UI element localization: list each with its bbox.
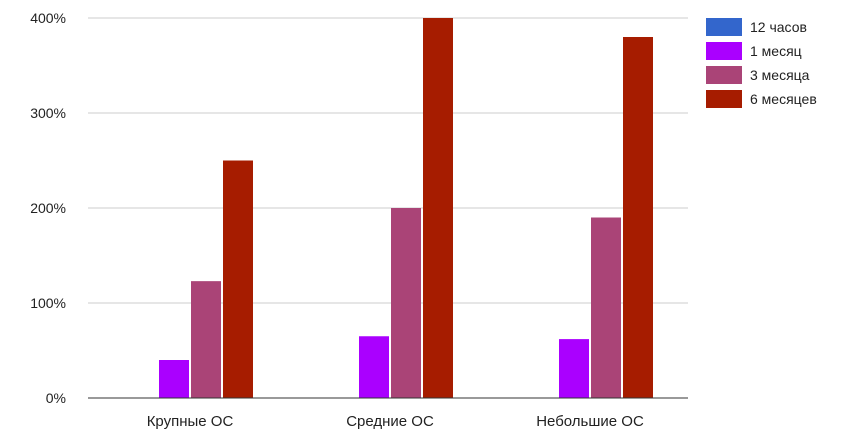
y-tick-label: 300% — [30, 105, 66, 121]
grid-lines — [88, 17, 688, 304]
legend-label: 3 месяца — [750, 67, 810, 83]
y-tick-label: 100% — [30, 295, 66, 311]
legend-label: 6 месяцев — [750, 91, 817, 107]
x-tick-label: Небольшие ОС — [536, 413, 644, 430]
legend-label: 12 часов — [750, 19, 807, 35]
bar — [191, 281, 221, 398]
x-tick-label: Крупные ОС — [147, 413, 234, 430]
x-axis-tick-labels: Крупные ОС Средние ОС Небольшие ОС — [147, 413, 644, 430]
y-axis-tick-labels: 0% 100% 200% 300% 400% — [30, 10, 66, 406]
legend-label: 1 месяц — [750, 43, 802, 59]
bar — [391, 208, 421, 398]
legend: 12 часов 1 месяц 3 месяца 6 месяцев — [706, 18, 817, 108]
legend-swatch — [706, 90, 742, 108]
bar — [359, 336, 389, 398]
y-tick-label: 400% — [30, 10, 66, 26]
bar — [159, 360, 189, 398]
bar — [559, 339, 589, 398]
legend-swatch — [706, 42, 742, 60]
x-tick-label: Средние ОС — [346, 413, 434, 430]
bar — [223, 160, 253, 398]
bars — [159, 18, 653, 398]
bar — [591, 217, 621, 398]
legend-swatch — [706, 18, 742, 36]
bar — [623, 37, 653, 398]
y-tick-label: 200% — [30, 200, 66, 216]
bar — [423, 18, 453, 398]
legend-swatch — [706, 66, 742, 84]
y-tick-label: 0% — [46, 390, 66, 406]
